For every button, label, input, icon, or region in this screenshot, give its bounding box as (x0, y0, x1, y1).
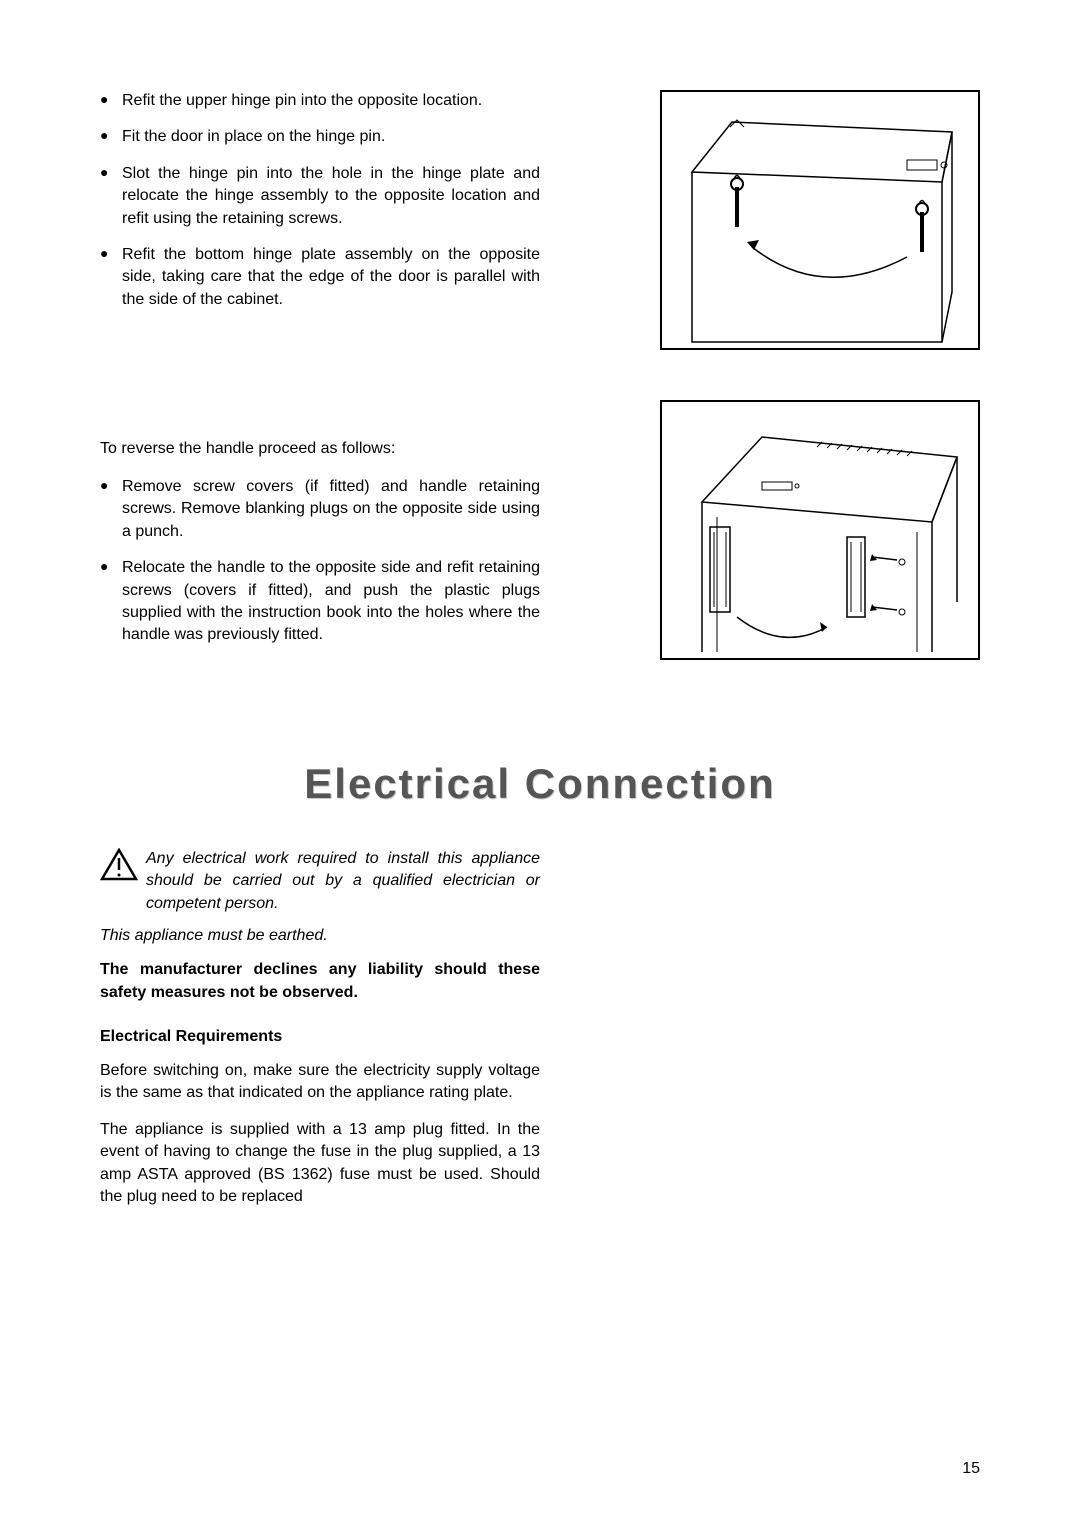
bullet-item: Fit the door in place on the hinge pin. (100, 126, 540, 148)
body-paragraph: The appliance is supplied with a 13 amp … (100, 1119, 540, 1209)
handle-diagram (660, 400, 980, 660)
earthed-text: This appliance must be earthed. (100, 927, 540, 945)
bullet-item: Slot the hinge pin into the hole in the … (100, 163, 540, 230)
bullet-item: Refit the upper hinge pin into the oppos… (100, 90, 540, 112)
handle-intro-text: To reverse the handle proceed as follows… (100, 440, 540, 458)
page-number: 15 (962, 1460, 980, 1478)
warning-text: Any electrical work required to install … (146, 848, 540, 915)
hinge-diagram (660, 90, 980, 350)
bullet-item: Refit the bottom hinge plate assembly on… (100, 244, 540, 311)
electrical-connection-heading: Electrical Connection (100, 760, 980, 808)
liability-text: The manufacturer declines any liability … (100, 959, 540, 1004)
requirements-heading: Electrical Requirements (100, 1028, 540, 1046)
body-paragraph: Before switching on, make sure the elect… (100, 1060, 540, 1105)
warning-icon (100, 848, 138, 882)
warning-block: Any electrical work required to install … (100, 848, 540, 915)
bullet-item: Relocate the handle to the opposite side… (100, 557, 540, 647)
top-bullet-list: Refit the upper hinge pin into the oppos… (100, 90, 540, 311)
handle-bullet-list: Remove screw covers (if fitted) and hand… (100, 476, 540, 647)
bullet-item: Remove screw covers (if fitted) and hand… (100, 476, 540, 543)
